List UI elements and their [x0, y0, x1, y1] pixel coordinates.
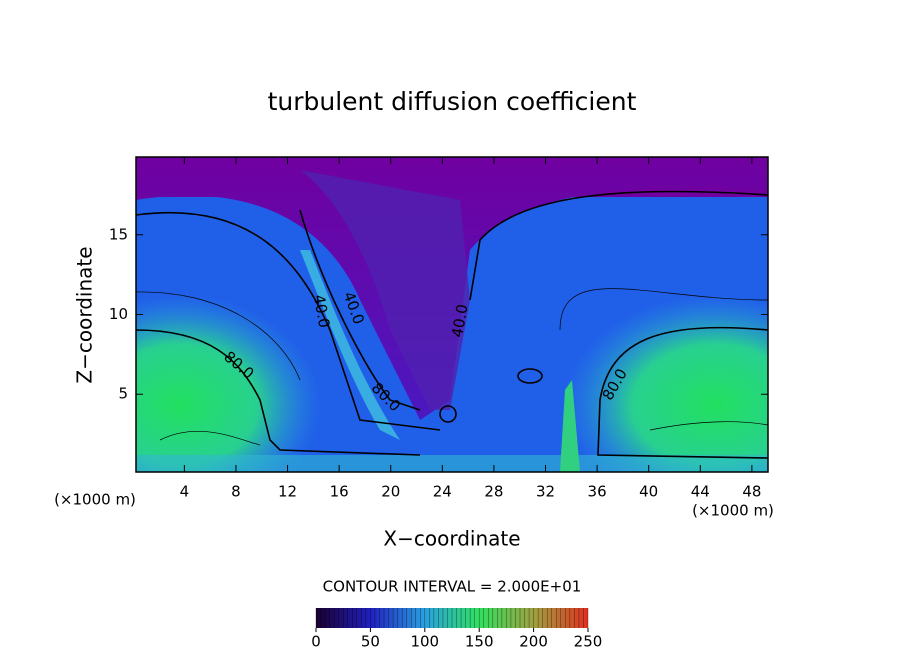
- colorbar-tick-label: 150: [465, 633, 494, 651]
- x-tick-label: 12: [278, 483, 297, 501]
- x-unit-label: (×1000 m): [54, 491, 136, 509]
- x-tick-label: 4: [180, 483, 190, 501]
- x-tick-label: 36: [588, 483, 607, 501]
- x-tick-label: 8: [231, 483, 241, 501]
- colorbar-tick-label: 50: [361, 633, 380, 651]
- x-tick-label: 20: [381, 483, 400, 501]
- colorbar-tick-label: 0: [311, 633, 321, 651]
- y-tick-label: 10: [109, 305, 128, 323]
- colorbar-tick-label: 200: [519, 633, 548, 651]
- y-axis-label: Z−coordinate: [73, 246, 97, 383]
- contour-label: 40.0: [310, 293, 334, 329]
- y-tick-label: 5: [118, 385, 128, 403]
- chart-title: turbulent diffusion coefficient: [268, 87, 637, 116]
- colorbar-tick-label: 100: [410, 633, 439, 651]
- x-tick-label: 32: [536, 483, 555, 501]
- x-tick-label: 28: [484, 483, 503, 501]
- field: [136, 157, 768, 472]
- x-tick-label: 40: [639, 483, 658, 501]
- x-tick-label: 44: [691, 483, 710, 501]
- x-tick-label: 48: [742, 483, 761, 501]
- y-tick-label: 15: [109, 225, 128, 243]
- colorbar-tick-label: 250: [574, 633, 603, 651]
- x-tick-label: 16: [330, 483, 349, 501]
- contour-label: 40.0: [448, 303, 472, 339]
- contour-interval: CONTOUR INTERVAL = 2.000E+01: [323, 578, 582, 596]
- x-unit-label: (×1000 m): [692, 502, 774, 520]
- x-axis-label: X−coordinate: [383, 527, 520, 551]
- x-tick-label: 24: [433, 483, 452, 501]
